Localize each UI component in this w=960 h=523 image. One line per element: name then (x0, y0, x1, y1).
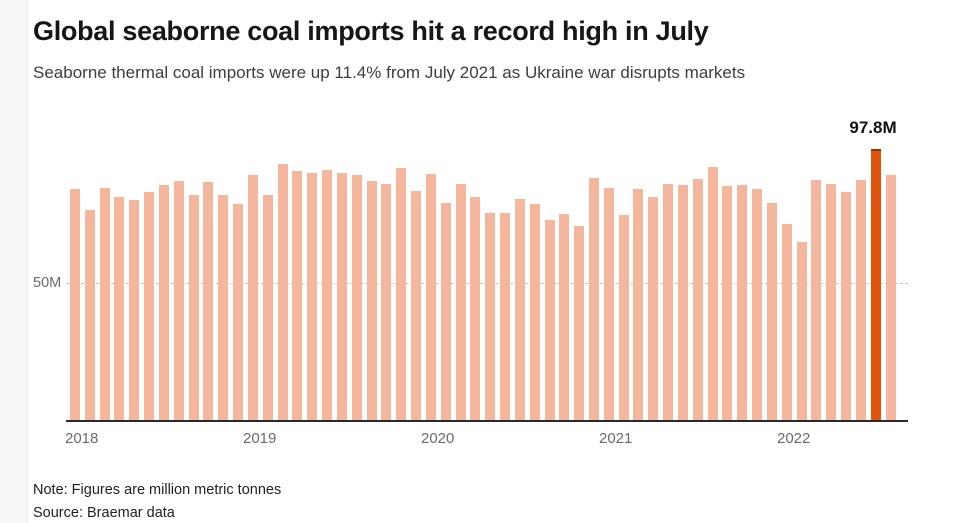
bar-mar-2022 (811, 180, 822, 421)
bar-dec-2019 (411, 191, 422, 421)
bar-may-2020 (485, 213, 496, 421)
bar-mar-2020 (455, 184, 466, 421)
bar-dec-2021 (766, 203, 777, 421)
bar-may-2019 (307, 173, 318, 421)
bar-oct-2020 (559, 214, 570, 421)
bar-oct-2021 (737, 185, 748, 421)
bar-feb-2022 (796, 242, 807, 421)
x-axis-tick-2019: 2019 (243, 430, 277, 447)
bar-nov-2018 (218, 195, 229, 421)
chart-title: Global seaborne coal imports hit a recor… (33, 16, 709, 46)
bar-jun-2018 (144, 192, 155, 421)
bars (70, 141, 896, 421)
bar-jun-2022 (855, 180, 866, 421)
bar-sep-2018 (188, 195, 199, 421)
bar-aug-2018 (173, 181, 184, 421)
bar-jun-2020 (500, 213, 511, 421)
bar-jan-2022 (781, 224, 792, 421)
bar-may-2021 (663, 184, 674, 421)
bar-feb-2018 (84, 210, 95, 421)
bar-nov-2019 (396, 168, 407, 421)
x-axis-tick-2021: 2021 (599, 430, 633, 447)
chart-source: Source: Braemar data (33, 505, 175, 521)
bar-aug-2019 (351, 175, 362, 421)
bar-jul-2018 (158, 185, 169, 421)
bar-jul-2022 (870, 149, 881, 421)
bar-oct-2018 (203, 182, 214, 421)
bar-sep-2020 (544, 220, 555, 421)
bar-aug-2022 (885, 175, 896, 421)
bar-jan-2019 (247, 175, 258, 421)
bar-apr-2020 (470, 197, 481, 421)
page-left-gutter (0, 0, 28, 523)
bar-may-2022 (841, 192, 852, 421)
bar-jul-2020 (514, 199, 525, 421)
x-axis-line (66, 420, 908, 422)
bar-sep-2021 (722, 186, 733, 421)
x-axis-tick-2020: 2020 (421, 430, 455, 447)
bar-jan-2021 (603, 188, 614, 421)
bar-apr-2019 (292, 171, 303, 421)
bar-jan-2018 (70, 189, 80, 421)
bar-nov-2020 (574, 226, 585, 421)
bar-jun-2021 (677, 185, 688, 421)
bar-oct-2019 (381, 184, 392, 421)
bar-apr-2022 (826, 184, 837, 421)
bar-dec-2020 (588, 178, 599, 421)
bar-apr-2021 (648, 197, 659, 421)
y-axis-tick-50m: 50M (33, 275, 62, 291)
bar-jul-2019 (336, 173, 347, 421)
bar-feb-2021 (618, 215, 629, 421)
x-axis-tick-2022: 2022 (777, 430, 811, 447)
bar-mar-2018 (99, 188, 110, 421)
bar-nov-2021 (752, 189, 763, 421)
bar-jan-2020 (425, 174, 436, 421)
bar-jun-2019 (322, 170, 333, 421)
chart-note: Note: Figures are million metric tonnes (33, 482, 282, 498)
bar-feb-2020 (440, 203, 451, 421)
x-axis-tick-2018: 2018 (65, 430, 99, 447)
record-value-annotation: 97.8M (849, 118, 897, 137)
bar-feb-2019 (262, 195, 273, 421)
bar-apr-2018 (114, 197, 125, 421)
chart-subtitle: Seaborne thermal coal imports were up 11… (33, 63, 746, 82)
bar-aug-2020 (529, 204, 540, 421)
bar-may-2018 (129, 200, 140, 421)
bar-jul-2021 (692, 179, 703, 421)
bar-aug-2021 (707, 167, 718, 421)
bar-mar-2019 (277, 164, 288, 421)
bar-sep-2019 (366, 181, 377, 421)
bar-dec-2018 (233, 204, 244, 421)
bar-mar-2021 (633, 189, 644, 421)
